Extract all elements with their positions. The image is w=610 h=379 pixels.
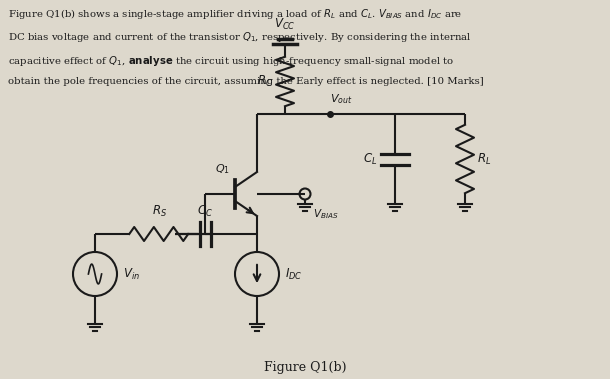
Text: DC bias voltage and current of the transistor $Q_1$, respectively. By considerin: DC bias voltage and current of the trans… [8, 30, 472, 44]
Text: $C_L$: $C_L$ [363, 152, 377, 166]
Text: $V_{out}$: $V_{out}$ [330, 92, 353, 106]
Text: $R_S$: $R_S$ [152, 204, 167, 219]
Text: $I_{DC}$: $I_{DC}$ [285, 266, 303, 282]
Text: $Q_1$: $Q_1$ [215, 162, 230, 176]
Text: $V_{in}$: $V_{in}$ [123, 266, 140, 282]
Text: Figure Q1(b): Figure Q1(b) [264, 360, 346, 373]
Text: $V_{CC}$: $V_{CC}$ [274, 17, 296, 32]
Text: $R_C$: $R_C$ [257, 74, 273, 89]
Text: $V_{BIAS}$: $V_{BIAS}$ [313, 207, 339, 221]
Text: $C_C$: $C_C$ [197, 204, 213, 219]
Text: Figure Q1(b) shows a single-stage amplifier driving a load of $R_L$ and $C_L$. $: Figure Q1(b) shows a single-stage amplif… [8, 7, 462, 21]
Text: obtain the pole frequencies of the circuit, assuming the Early effect is neglect: obtain the pole frequencies of the circu… [8, 77, 484, 86]
Text: $R_L$: $R_L$ [477, 152, 491, 166]
Text: capacitive effect of $Q_1$, $\mathbf{analyse}$ the circuit using high-frequency : capacitive effect of $Q_1$, $\mathbf{ana… [8, 54, 454, 68]
